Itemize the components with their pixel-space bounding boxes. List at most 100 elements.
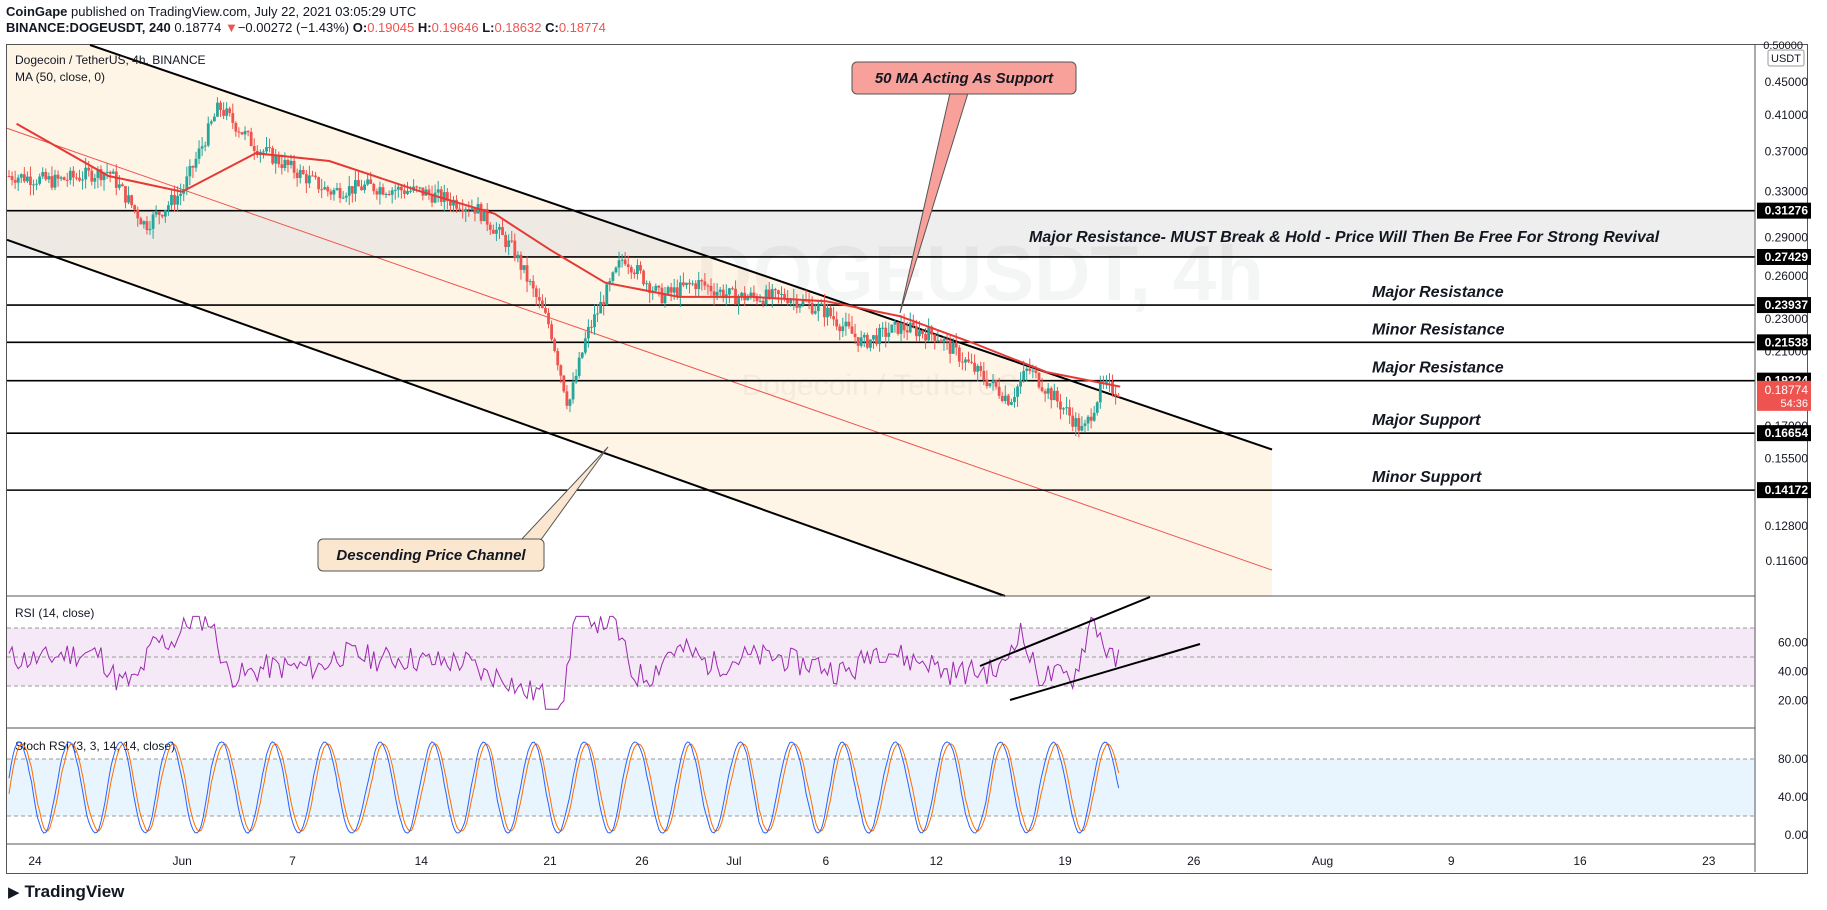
chart-legend-ma: MA (50, close, 0)	[15, 70, 105, 84]
candle-body	[611, 272, 615, 281]
candle-body	[878, 327, 881, 345]
candle-body	[1089, 416, 1093, 421]
close-value: 0.18774	[558, 20, 606, 35]
candle-body	[795, 298, 799, 308]
candle-body	[731, 288, 734, 290]
callout-channel-box[interactable]	[317, 538, 545, 572]
price-level-badge	[1757, 297, 1811, 314]
candle-body	[240, 132, 244, 135]
candle-body	[262, 151, 265, 153]
channel-lower-line[interactable]	[6, 238, 1006, 597]
candle-body	[246, 131, 250, 133]
candle-body	[111, 171, 115, 174]
low-label: L:	[482, 20, 495, 35]
candle-body	[816, 304, 820, 312]
price-tick-label: 0.11600	[1766, 554, 1809, 568]
tradingview-logo-icon: ▶	[8, 884, 20, 901]
candle-body	[841, 326, 845, 332]
candle-body	[918, 330, 921, 337]
candle-body	[409, 190, 412, 192]
price-level-badge	[1757, 334, 1811, 351]
time-tick-label: 23	[1702, 854, 1716, 868]
candle-body	[403, 190, 406, 194]
candle-body	[335, 188, 339, 190]
candle-body	[801, 299, 805, 306]
callout-ma-box[interactable]	[851, 61, 1077, 95]
candle-body	[905, 330, 909, 333]
candle-body	[660, 287, 664, 304]
candle-body	[590, 326, 593, 328]
candle-body	[133, 205, 137, 210]
candle-body	[372, 183, 376, 192]
candle-body	[384, 193, 388, 195]
candle-body	[314, 175, 317, 178]
candle-body	[464, 208, 468, 212]
candle-body	[976, 365, 980, 372]
channel-upper-line[interactable]	[89, 44, 1273, 451]
candle-body	[740, 292, 744, 298]
candle-body	[231, 113, 235, 123]
candle-body	[960, 361, 964, 363]
rsi-lower-trendline[interactable]	[1009, 643, 1201, 701]
candle-body	[442, 192, 446, 202]
candle-body	[865, 334, 869, 348]
price-axis-top-label: 0.50000	[1763, 40, 1803, 52]
candle-body	[813, 311, 817, 314]
candle-body	[68, 170, 72, 180]
rsi-line	[8, 615, 1120, 710]
close-label: C:	[545, 20, 559, 35]
candle-body	[62, 177, 66, 180]
candle-body	[547, 312, 550, 325]
candle-body	[1003, 395, 1007, 402]
candle-body	[510, 240, 514, 242]
candle-body	[393, 189, 397, 191]
candle-body	[872, 335, 875, 340]
candle-body	[301, 170, 305, 175]
candle-body	[694, 283, 698, 290]
candle-body	[142, 221, 146, 225]
candle-body	[1092, 412, 1096, 421]
candle-body	[663, 293, 667, 304]
candle-body	[99, 169, 103, 181]
candle-body	[252, 146, 256, 151]
candle-body	[525, 265, 529, 282]
stoch-band	[7, 759, 1755, 816]
open-value: 0.19045	[367, 20, 415, 35]
publisher-name[interactable]: CoinGape	[6, 4, 68, 19]
candle-body	[626, 264, 630, 268]
candle-body	[758, 300, 762, 302]
candle-body	[602, 301, 606, 306]
price-level-badge-text: 0.27429	[1765, 250, 1809, 264]
candle-body	[25, 176, 29, 182]
candle-body	[212, 116, 216, 122]
candle-body	[617, 260, 621, 268]
rsi-upper-trendline[interactable]	[979, 596, 1151, 667]
stoch-tick-label: 0.00	[1785, 828, 1809, 842]
tradingview-brand[interactable]: ▶ TradingView	[8, 882, 124, 902]
time-tick-label: Jul	[726, 854, 741, 868]
candle-body	[19, 174, 23, 178]
candle-body	[749, 292, 753, 298]
candle-body	[357, 180, 360, 187]
currency-badge[interactable]	[1767, 49, 1805, 67]
candle-body	[933, 334, 937, 341]
candle-body	[982, 370, 986, 380]
candle-body	[360, 186, 363, 191]
candle-body	[859, 337, 863, 346]
candle-body	[1098, 382, 1102, 403]
candle-body	[332, 189, 336, 195]
candle-body	[470, 208, 474, 210]
candle-body	[1046, 388, 1050, 394]
candle-body	[173, 195, 176, 205]
candle-body	[786, 299, 790, 304]
ma50-line	[16, 122, 1121, 388]
candle-body	[1025, 368, 1029, 372]
candle-body	[1083, 423, 1087, 426]
candle-body	[268, 147, 271, 149]
candle-body	[1086, 416, 1090, 424]
candle-body	[727, 288, 731, 295]
candle-body	[433, 192, 437, 203]
candle-body	[697, 280, 701, 290]
chart-legend-title: Dogecoin / TetherUS, 4h, BINANCE	[15, 53, 206, 67]
